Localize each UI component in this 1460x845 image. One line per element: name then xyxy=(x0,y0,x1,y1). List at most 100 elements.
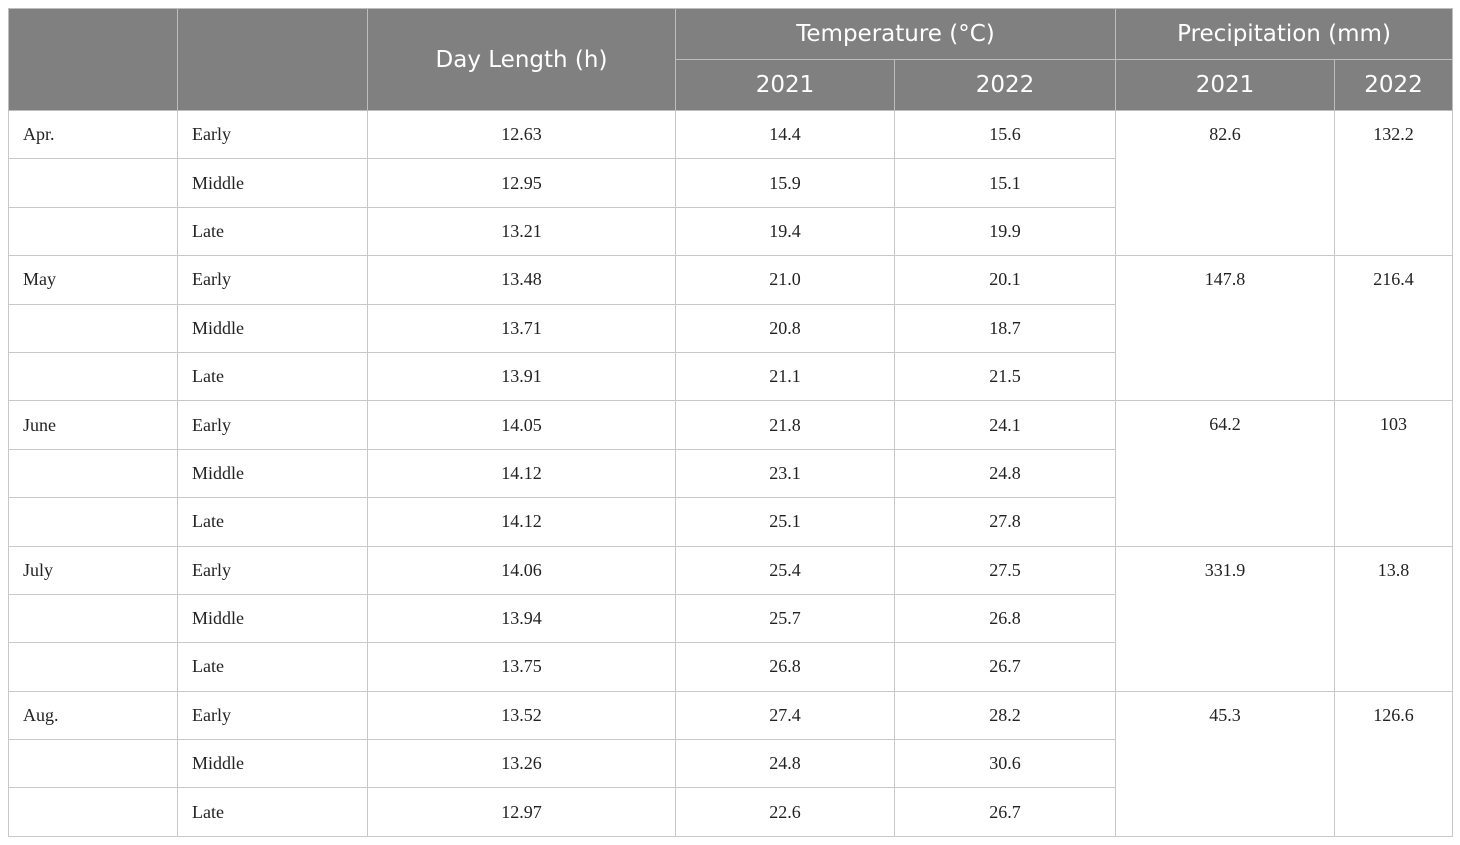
period-cell: Late xyxy=(177,351,368,402)
month-cell: Aug. xyxy=(8,690,178,741)
day-length-cell: 12.63 xyxy=(367,109,676,160)
month-cell xyxy=(8,303,178,353)
month-cell: Apr. xyxy=(8,109,178,160)
table-row: June Early 14.05 21.8 24.1 64.2 103 xyxy=(8,400,1454,547)
day-length-cell: 13.71 xyxy=(367,303,676,353)
day-length-cell: 12.97 xyxy=(367,787,676,837)
month-cell xyxy=(8,593,178,644)
temperature-cell: 26.7 xyxy=(893,642,1117,692)
header-cell: Precipitation (mm) xyxy=(1115,8,1454,60)
data-table: Day Length (h) Temperature (°C) Precipit… xyxy=(8,8,1454,837)
period-cell: Early xyxy=(177,400,368,450)
period-cell: Late xyxy=(177,497,368,547)
period-cell: Early xyxy=(177,545,368,595)
temperature-cell: 20.1 xyxy=(893,255,1117,305)
month-cell: July xyxy=(8,545,178,595)
period-cell: Middle xyxy=(177,303,368,353)
precipitation-cell: 64.2 xyxy=(1115,400,1336,547)
temperature-cell: 21.1 xyxy=(675,351,895,402)
header-cell: Temperature (°C) xyxy=(674,8,1117,60)
table-row: Middle 13.26 24.8 30.6 xyxy=(8,739,1453,789)
temperature-cell: 15.1 xyxy=(893,158,1117,208)
month-cell xyxy=(8,448,178,499)
temperature-cell: 25.7 xyxy=(675,593,895,644)
month-cell: May xyxy=(8,255,178,305)
temperature-cell: 30.6 xyxy=(893,739,1117,789)
month-cell xyxy=(8,158,178,208)
period-cell: Middle xyxy=(177,593,368,644)
temperature-cell: 14.4 xyxy=(675,109,895,160)
header-cell xyxy=(177,8,368,111)
day-length-cell: 14.12 xyxy=(367,448,676,499)
month-cell xyxy=(8,642,178,692)
period-cell: Middle xyxy=(177,158,368,208)
temperature-cell: 22.6 xyxy=(675,787,895,837)
day-length-cell: 13.75 xyxy=(367,642,676,692)
table-row: May Early 13.48 21.0 20.1 147.8 216.4 xyxy=(8,255,1454,402)
header-cell: Day Length (h) xyxy=(367,8,676,111)
table-header: Day Length (h) Temperature (°C) Precipit… xyxy=(8,8,1454,111)
temperature-cell: 26.8 xyxy=(893,593,1117,644)
precipitation-cell: 45.3 xyxy=(1115,690,1336,837)
temperature-cell: 24.8 xyxy=(675,739,895,789)
table-row: Apr. Early 12.63 14.4 15.6 82.6 132.2 xyxy=(8,109,1454,257)
temperature-cell: 27.8 xyxy=(893,497,1117,547)
temperature-cell: 25.4 xyxy=(675,545,895,595)
period-cell: Middle xyxy=(177,448,368,499)
month-cell xyxy=(8,787,178,837)
table-body: Apr. Early 12.63 14.4 15.6 82.6 132.2 Middle 12.… xyxy=(8,109,1454,837)
day-length-cell: 12.95 xyxy=(367,158,676,208)
month-cell xyxy=(8,739,178,789)
precipitation-cell: 216.4 xyxy=(1334,255,1454,402)
temperature-cell: 15.6 xyxy=(893,109,1117,160)
temperature-cell: 27.4 xyxy=(675,690,895,741)
day-length-cell: 13.26 xyxy=(367,739,676,789)
precipitation-cell: 331.9 xyxy=(1115,545,1336,692)
temperature-cell: 25.1 xyxy=(675,497,895,547)
day-length-cell: 13.91 xyxy=(367,351,676,402)
month-cell xyxy=(8,497,178,547)
temperature-cell: 18.7 xyxy=(893,303,1117,353)
period-cell: Early xyxy=(177,109,368,160)
period-cell: Early xyxy=(177,255,368,305)
period-cell: Middle xyxy=(177,739,368,789)
precipitation-cell: 103 xyxy=(1334,400,1454,547)
temperature-cell: 19.4 xyxy=(675,206,895,257)
temperature-cell: 21.5 xyxy=(893,351,1117,402)
period-cell: Late xyxy=(177,787,368,837)
year-cell: 2021 xyxy=(1115,59,1336,111)
table-row: Aug. Early 13.52 27.4 28.2 45.3 126.6 xyxy=(8,690,1454,837)
temperature-cell: 26.8 xyxy=(675,642,895,692)
day-length-cell: 14.05 xyxy=(367,400,676,450)
day-length-cell: 13.21 xyxy=(367,206,676,257)
month-cell xyxy=(8,351,178,402)
header-row: Day Length (h) Temperature (°C) Precipit… xyxy=(8,8,1454,111)
period-cell: Late xyxy=(177,642,368,692)
temperature-cell: 15.9 xyxy=(675,158,895,208)
table-row: Late 13.75 26.8 26.7 xyxy=(8,642,1453,692)
precipitation-cell: 126.6 xyxy=(1334,690,1454,837)
temperature-cell: 28.2 xyxy=(893,690,1117,741)
temperature-cell: 24.1 xyxy=(893,400,1117,450)
month-cell: June xyxy=(8,400,178,450)
temperature-cell: 27.5 xyxy=(893,545,1117,595)
temperature-cell: 21.8 xyxy=(675,400,895,450)
day-length-cell: 13.94 xyxy=(367,593,676,644)
header-cell xyxy=(8,8,178,111)
temperature-cell: 24.8 xyxy=(893,448,1117,499)
day-length-cell: 13.52 xyxy=(367,690,676,741)
precipitation-cell: 147.8 xyxy=(1115,255,1336,402)
day-length-cell: 14.06 xyxy=(367,545,676,595)
precipitation-cell: 82.6 xyxy=(1115,109,1336,257)
temperature-cell: 26.7 xyxy=(893,787,1117,837)
period-cell: Early xyxy=(177,690,368,741)
table-row: Late 12.97 22.6 26.7 xyxy=(8,787,1453,837)
period-cell: Late xyxy=(177,206,368,257)
table-row: July Early 14.06 25.4 27.5 331.9 13.8 xyxy=(8,545,1454,692)
table-row: Late 14.12 25.1 27.8 xyxy=(8,497,1453,547)
precipitation-cell: 132.2 xyxy=(1334,109,1454,257)
header-row: 2021 2022 2021 2022 xyxy=(9,59,1454,111)
temperature-cell: 23.1 xyxy=(675,448,895,499)
month-cell xyxy=(8,206,178,257)
